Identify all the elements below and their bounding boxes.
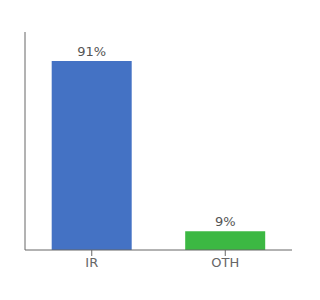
svg-text:91%: 91% xyxy=(77,44,106,59)
svg-text:9%: 9% xyxy=(215,214,236,229)
svg-text:OTH: OTH xyxy=(211,255,239,270)
svg-text:IR: IR xyxy=(85,255,98,270)
